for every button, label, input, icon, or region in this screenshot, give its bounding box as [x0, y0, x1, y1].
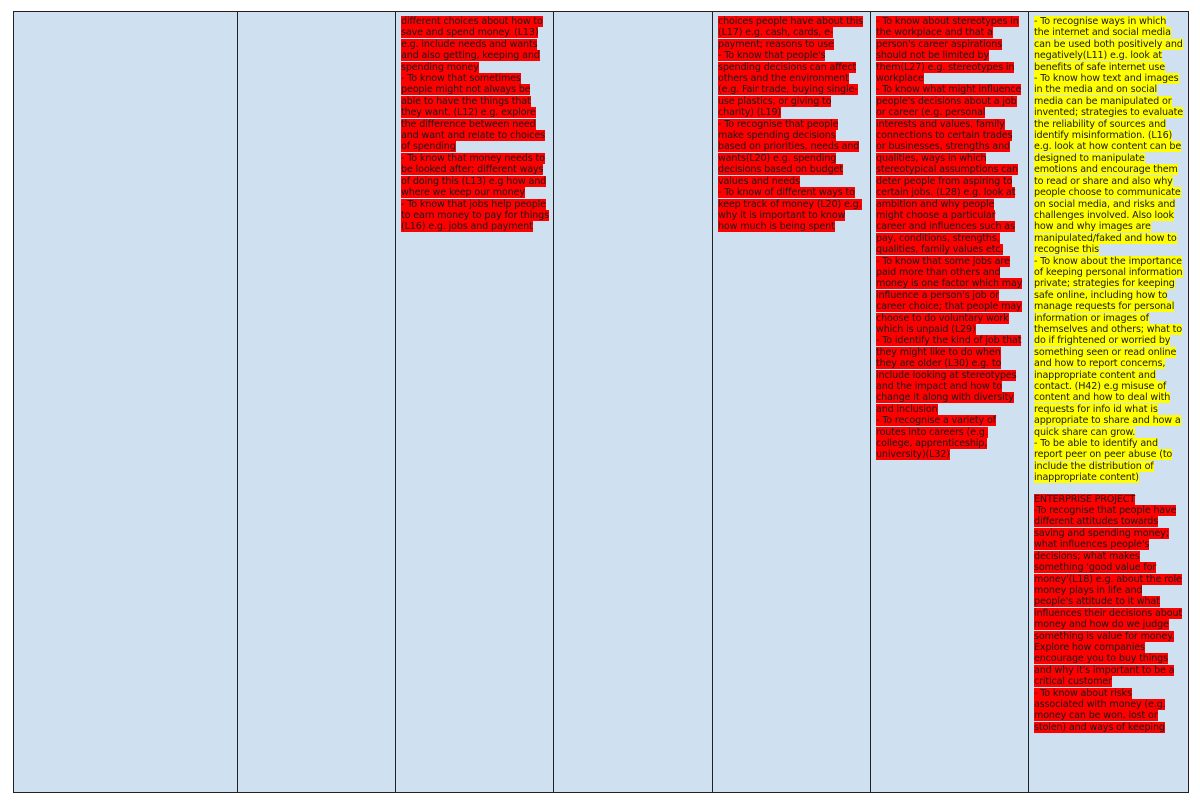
- paragraph: -To recognise that people have different…: [1034, 505, 1184, 688]
- table-row: different choices about how to save and …: [13, 11, 1189, 793]
- paragraph: - To know that people's spending decisio…: [718, 50, 866, 119]
- paragraph: - To know that money needs to be looked …: [401, 152, 549, 199]
- highlighted-text: - To know about risks associated with mo…: [1034, 687, 1166, 733]
- paragraph: - To recognise that people make spending…: [718, 118, 866, 187]
- paragraph: - To recognise ways in which the interne…: [1034, 16, 1184, 73]
- highlighted-text: - To know that people's spending decisio…: [718, 50, 858, 119]
- paragraph: different choices about how to save and …: [401, 16, 549, 73]
- highlighted-text: - To know of different ways to keep trac…: [718, 187, 862, 233]
- empty-cell: [553, 11, 713, 793]
- cell: choices people have about this (L17) e.g…: [712, 11, 871, 793]
- paragraph: - To recognise a variety of routes into …: [876, 415, 1024, 461]
- empty-cell: [13, 11, 238, 793]
- paragraph: choices people have about this (L17) e.g…: [718, 16, 866, 50]
- empty-cell: [237, 11, 396, 793]
- highlighted-text: - To know that sometimes people might no…: [401, 73, 545, 153]
- cell: - To know about stereotypes in the workp…: [870, 11, 1029, 793]
- highlighted-text: different choices about how to save and …: [401, 16, 543, 73]
- paragraph: - To know about the importance of keepin…: [1034, 255, 1184, 439]
- paragraph: - To know that sometimes people might no…: [401, 73, 549, 153]
- paragraph: - To identify the kind of job that they …: [876, 335, 1024, 415]
- spacer: [1034, 484, 1184, 494]
- paragraph: - To know about risks associated with mo…: [1034, 687, 1184, 734]
- highlighted-text: - To know about stereotypes in the workp…: [876, 16, 1019, 85]
- cell: - To recognise ways in which the interne…: [1028, 11, 1189, 793]
- paragraph: - To know of different ways to keep trac…: [718, 187, 866, 233]
- paragraph: - To know what might influence people's …: [876, 84, 1024, 256]
- highlighted-text: - To be able to identify and report peer…: [1034, 438, 1173, 484]
- curriculum-table: different choices about how to save and …: [13, 11, 1189, 793]
- highlighted-text: choices people have about this (L17) e.g…: [718, 16, 864, 50]
- highlighted-text: - To recognise that people make spending…: [718, 118, 860, 187]
- highlighted-text: - To know that some jobs are paid more t…: [876, 255, 1023, 335]
- highlighted-text: ENTERPRISE PROJECT: [1034, 493, 1136, 505]
- highlighted-text: - To know that money needs to be looked …: [401, 152, 547, 199]
- paragraph: - To know that some jobs are paid more t…: [876, 255, 1024, 336]
- paragraph: - To know about stereotypes in the workp…: [876, 16, 1024, 85]
- highlighted-text: - To know that jobs help people to earn …: [401, 198, 549, 233]
- cell: different choices about how to save and …: [395, 11, 554, 793]
- paragraph: ENTERPRISE PROJECT: [1034, 493, 1184, 505]
- highlighted-text: - To recognise a variety of routes into …: [876, 415, 996, 461]
- paragraph: - To know that jobs help people to earn …: [401, 198, 549, 233]
- highlighted-text: - To know what might influence people's …: [876, 84, 1022, 256]
- highlighted-text: -To recognise that people have different…: [1034, 505, 1182, 688]
- highlighted-text: - To know how text and images in the med…: [1034, 73, 1184, 256]
- highlighted-text: - To identify the kind of job that they …: [876, 335, 1022, 415]
- paragraph: - To be able to identify and report peer…: [1034, 438, 1184, 484]
- highlighted-text: - To recognise ways in which the interne…: [1034, 16, 1183, 73]
- highlighted-text: - To know about the importance of keepin…: [1034, 255, 1183, 438]
- paragraph: - To know how text and images in the med…: [1034, 73, 1184, 256]
